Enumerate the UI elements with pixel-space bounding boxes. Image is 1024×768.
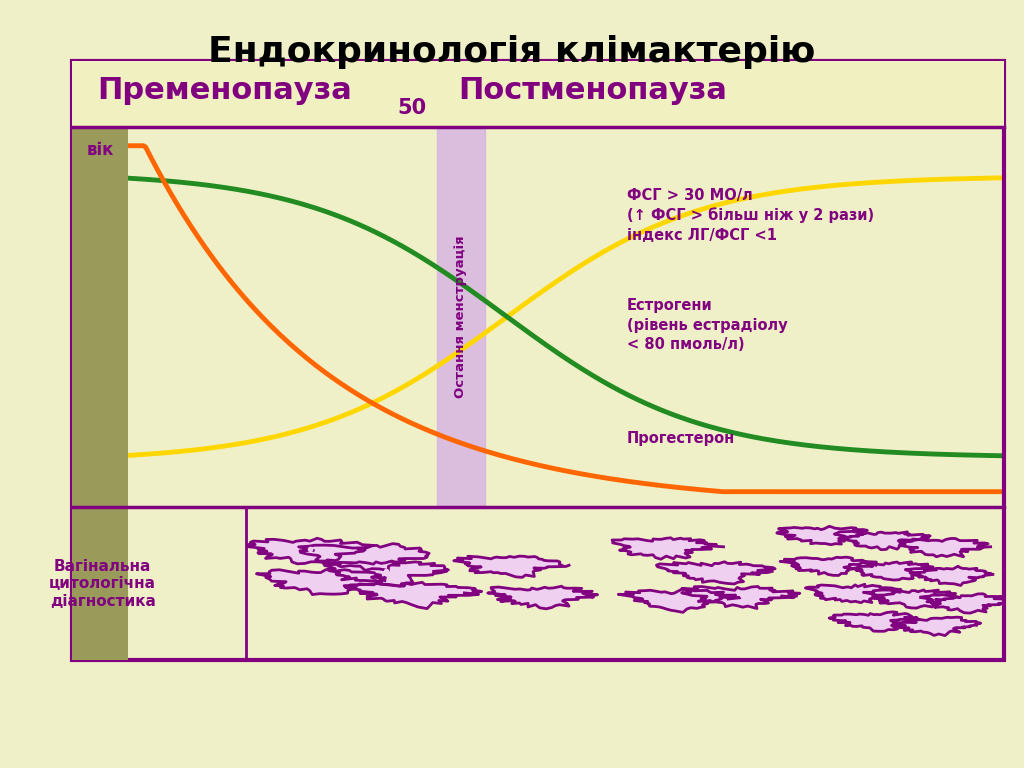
Polygon shape bbox=[454, 556, 569, 578]
Text: Естрогени
(рівень естрадіолу
< 80 пмоль/л): Естрогени (рівень естрадіолу < 80 пмоль/… bbox=[627, 298, 787, 353]
Bar bbox=[436, 127, 484, 507]
Polygon shape bbox=[325, 561, 449, 586]
Text: Прогестерон: Прогестерон bbox=[627, 431, 735, 446]
Polygon shape bbox=[612, 538, 724, 559]
Polygon shape bbox=[806, 584, 901, 603]
Polygon shape bbox=[863, 590, 958, 608]
Polygon shape bbox=[239, 538, 374, 564]
Text: Остання менструація: Остання менструація bbox=[455, 236, 467, 398]
Polygon shape bbox=[618, 589, 740, 612]
Polygon shape bbox=[487, 586, 598, 609]
Polygon shape bbox=[891, 617, 981, 636]
Polygon shape bbox=[835, 531, 930, 550]
Polygon shape bbox=[656, 561, 775, 584]
Polygon shape bbox=[299, 544, 429, 571]
Text: 50: 50 bbox=[397, 98, 426, 118]
Polygon shape bbox=[777, 526, 867, 545]
Text: вік: вік bbox=[86, 141, 114, 158]
Polygon shape bbox=[344, 582, 481, 608]
Text: Вагінальна
цитологічна
діагностика: Вагінальна цитологічна діагностика bbox=[49, 559, 156, 608]
Polygon shape bbox=[898, 538, 990, 557]
Polygon shape bbox=[905, 566, 993, 585]
Text: Пременопауза: Пременопауза bbox=[97, 76, 352, 104]
Text: Постменопауза: Постменопауза bbox=[458, 76, 727, 104]
Polygon shape bbox=[780, 557, 877, 575]
Polygon shape bbox=[844, 562, 936, 580]
Polygon shape bbox=[682, 587, 800, 608]
Polygon shape bbox=[920, 594, 1015, 613]
Polygon shape bbox=[256, 568, 385, 594]
Text: ФСГ > 30 МО/л
(↑ ФСГ > більш ніж у 2 рази)
індекс ЛГ/ФСГ <1: ФСГ > 30 МО/л (↑ ФСГ > більш ніж у 2 раз… bbox=[627, 187, 874, 243]
Text: Ендокринологія клімактерію: Ендокринологія клімактерію bbox=[208, 35, 816, 68]
Polygon shape bbox=[829, 612, 920, 631]
